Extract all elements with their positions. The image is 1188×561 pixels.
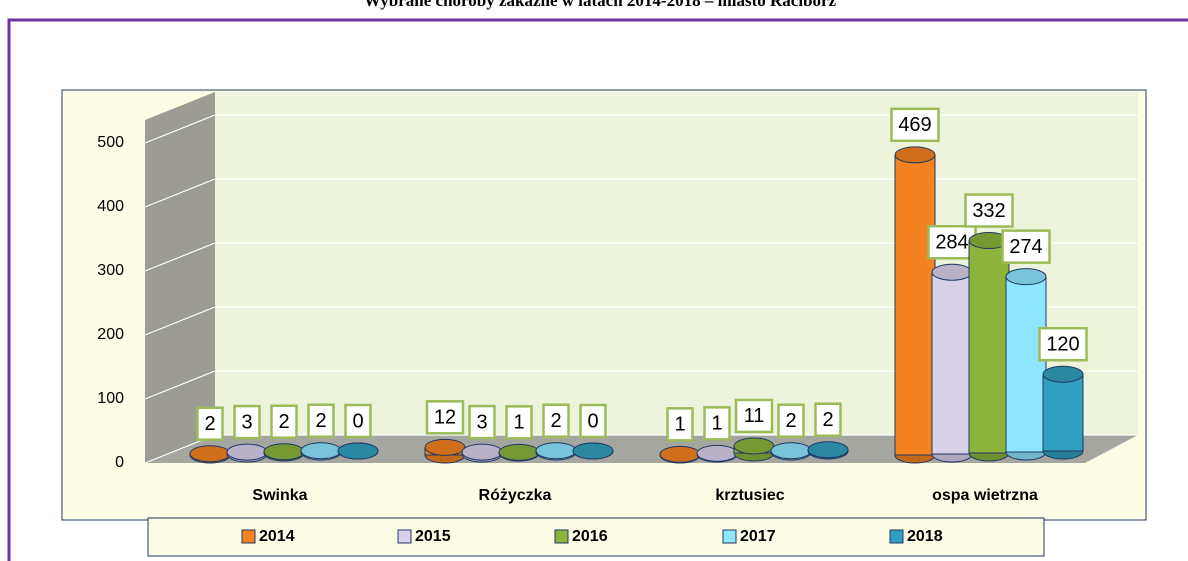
data-label: 1 [513,412,524,434]
bar-top [424,438,466,456]
legend-swatch [889,529,904,544]
data-label-box [666,407,694,442]
grid-line [144,114,1138,144]
legend-label: 2017 [740,528,776,545]
frame [7,18,1188,561]
data-label-box [468,404,496,440]
grid-line [144,242,1138,272]
data-label-box [196,406,224,441]
data-label: 0 [352,410,363,432]
bar-top [535,442,577,460]
bar-top [931,263,973,281]
y-tick-label: 0 [115,454,124,471]
data-label: 2 [204,413,215,435]
data-label: 0 [587,410,598,432]
bar-top [461,443,503,461]
bar-top [337,442,379,460]
data-label: 3 [476,411,487,433]
legend-swatch [722,529,737,544]
bar-top [696,444,738,462]
data-label: 1 [674,414,685,436]
data-label-box [777,403,805,438]
bar-top [659,445,701,463]
data-label: 2 [822,409,833,431]
data-label: 12 [434,407,456,429]
data-label-box [890,107,940,143]
bar-top [1042,365,1084,383]
data-label-box [814,402,842,437]
data-label: 2 [785,410,796,432]
x-tick-label: Różyczka [479,487,552,504]
bar-top [263,443,305,461]
legend-label: 2014 [259,528,295,545]
data-label: 2 [315,410,326,432]
data-label-box [703,406,731,441]
data-label: 274 [1009,236,1042,258]
data-label-box [542,403,570,438]
bar [968,240,1010,454]
bar-top [226,443,268,461]
y-tick-label: 300 [97,262,124,279]
data-label: 3 [241,411,252,433]
data-label-box [233,404,261,440]
data-label: 332 [972,200,1005,222]
grid-line [144,370,1138,400]
data-label-box [505,405,533,440]
bar [1005,276,1047,453]
grid-line [144,306,1138,336]
side-wall [145,92,215,463]
legend-label: 2018 [907,528,943,545]
legend-swatch [554,529,569,544]
data-label-box [1001,229,1051,264]
bar-top [572,442,614,460]
grid-line [144,178,1138,208]
data-label: 2 [550,410,561,432]
legend-swatch [241,529,256,544]
bar [1042,373,1084,452]
floor [145,435,1138,463]
data-label: 2 [278,411,289,433]
bar-top [770,442,812,460]
y-tick-label: 100 [97,390,124,407]
data-label: 284 [935,232,968,254]
data-label-box [425,400,465,435]
bar-top [894,146,936,164]
data-label-box [270,404,298,439]
bar-top [300,442,342,460]
data-label-box [307,403,335,438]
legend-label: 2015 [415,528,451,545]
x-tick-label: Swinka [252,487,307,504]
data-label-box [964,193,1014,228]
x-tick-label: ospa wietrzna [932,487,1038,504]
data-label-box [344,403,372,439]
bar [931,271,973,455]
y-tick-label: 200 [97,326,124,343]
bar-top [807,441,849,459]
bar-top [189,445,231,463]
data-label-box [1038,326,1088,362]
legend-swatch [397,529,412,544]
data-label: 1 [711,413,722,435]
data-label: 11 [744,405,765,427]
data-label-box [579,403,607,439]
bar [894,154,936,456]
bar-top [498,443,540,461]
data-label-box [734,398,774,434]
data-label: 469 [898,114,931,136]
x-tick-label: krztusiec [715,487,784,504]
chart-title: Wybrane choroby zakaźne w latach 2014-20… [364,0,837,10]
y-tick-label: 500 [97,134,124,151]
data-label: 120 [1046,333,1079,355]
legend-label: 2016 [572,528,608,545]
bar-top [1005,268,1047,286]
bar-top [733,437,775,455]
y-tick-label: 400 [97,198,124,215]
